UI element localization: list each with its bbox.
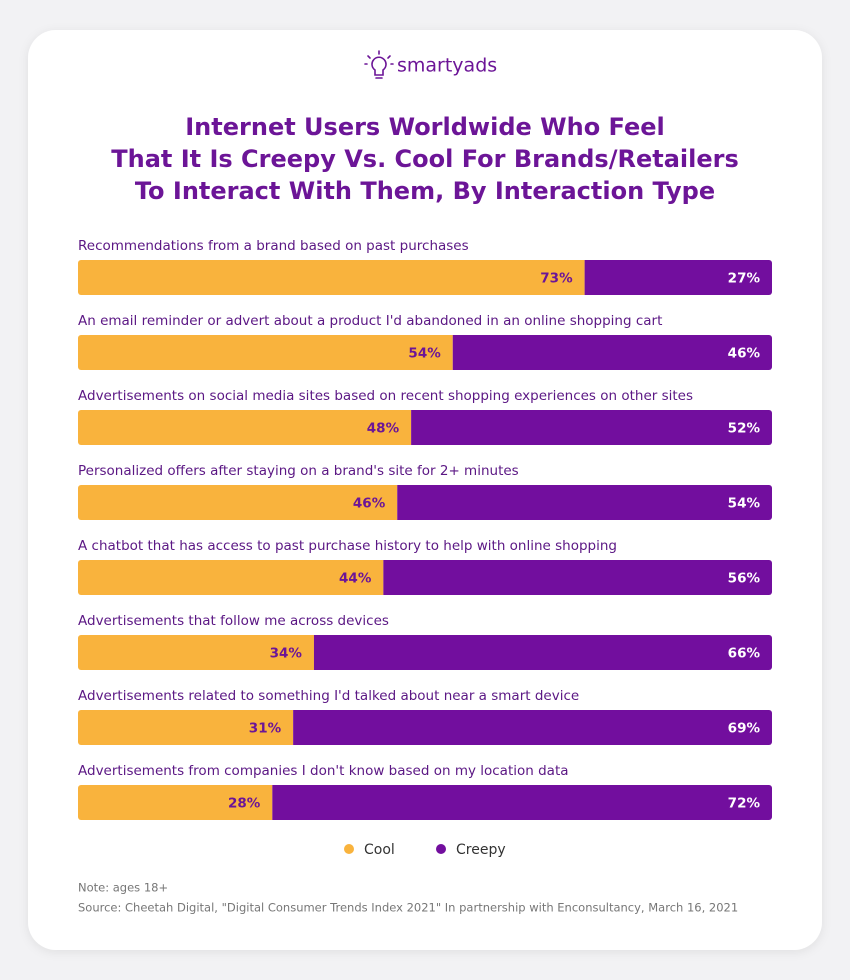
chart-title: Internet Users Worldwide Who Feel <box>185 113 664 141</box>
value-label: 27% <box>728 271 761 287</box>
row-label: Advertisements from companies I don't kn… <box>78 763 569 779</box>
row-label: An email reminder or advert about a prod… <box>78 313 662 329</box>
bar-segment <box>411 410 772 445</box>
chart-title: To Interact With Them, By Interaction Ty… <box>135 177 715 205</box>
row-label: Advertisements on social media sites bas… <box>78 388 693 404</box>
row-label: Personalized offers after staying on a b… <box>78 463 519 479</box>
value-label: 52% <box>728 421 761 437</box>
value-label: 48% <box>367 421 400 437</box>
row-label: Recommendations from a brand based on pa… <box>78 238 469 254</box>
note: Note: ages 18+ <box>78 881 168 895</box>
value-label: 72% <box>728 796 761 812</box>
value-label: 56% <box>728 571 761 587</box>
legend-label: Creepy <box>456 842 506 858</box>
bar-segment <box>78 335 453 370</box>
value-label: 31% <box>249 721 282 737</box>
row-label: Advertisements that follow me across dev… <box>78 613 389 629</box>
value-label: 66% <box>728 646 761 662</box>
bar-segment <box>78 635 314 670</box>
legend-label: Cool <box>364 842 395 858</box>
value-label: 69% <box>728 721 761 737</box>
value-label: 28% <box>228 796 261 812</box>
legend-marker <box>436 844 446 854</box>
logo-icon <box>364 50 394 79</box>
row-label: Advertisements related to something I'd … <box>78 688 579 704</box>
bar-segment <box>452 335 772 370</box>
chart-title: That It Is Creepy Vs. Cool For Brands/Re… <box>111 145 739 173</box>
bar-segment <box>272 785 772 820</box>
bar-segment <box>293 710 772 745</box>
bar-segment <box>383 560 772 595</box>
bar-segment <box>78 785 273 820</box>
bar-segment <box>397 485 772 520</box>
value-label: 73% <box>540 271 573 287</box>
value-label: 34% <box>270 646 303 662</box>
brand: smartyads <box>397 55 497 77</box>
bar-segment <box>78 260 585 295</box>
bar-segment <box>78 410 412 445</box>
value-label: 44% <box>339 571 372 587</box>
row-label: A chatbot that has access to past purcha… <box>78 538 617 554</box>
value-label: 54% <box>728 496 761 512</box>
bar-segment <box>78 485 398 520</box>
bar-segment <box>78 560 384 595</box>
source: Source: Cheetah Digital, "Digital Consum… <box>78 901 738 915</box>
value-label: 46% <box>353 496 386 512</box>
legend-marker <box>344 844 354 854</box>
value-label: 46% <box>728 346 761 362</box>
bar-segment <box>313 635 772 670</box>
bar-segment <box>584 260 772 295</box>
bar-segment <box>78 710 294 745</box>
value-label: 54% <box>408 346 441 362</box>
